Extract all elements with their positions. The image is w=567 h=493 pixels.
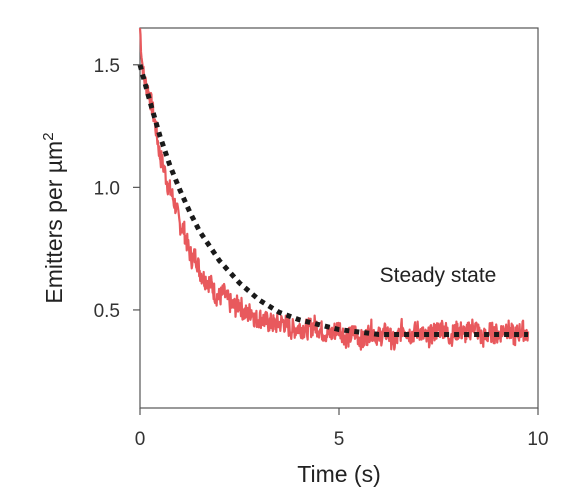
- x-tick-label: 5: [334, 429, 345, 450]
- steady-state-annotation: Steady state: [380, 264, 497, 287]
- y-axis-title: Emitters per µm2: [40, 132, 67, 303]
- y-axis: 0.5 1.0 1.5: [94, 56, 140, 322]
- y-axis-title-superscript: 2: [40, 132, 57, 140]
- measured-series: [138, 28, 530, 351]
- measured-series-line: [138, 28, 530, 351]
- plot-frame: [139, 27, 539, 409]
- x-axis-title: Time (s): [297, 461, 380, 487]
- x-tick-label: 10: [527, 429, 548, 450]
- fit-series-line: [137, 64, 529, 337]
- y-axis-title-main: Emitters per µm: [41, 141, 67, 304]
- fit-series: [137, 64, 529, 337]
- y-tick-label: 0.5: [94, 301, 120, 322]
- y-tick-label: 1.5: [94, 56, 120, 77]
- y-tick-label: 1.0: [94, 178, 120, 199]
- x-tick-label: 0: [135, 429, 146, 450]
- x-axis: 0 5 10: [135, 408, 549, 450]
